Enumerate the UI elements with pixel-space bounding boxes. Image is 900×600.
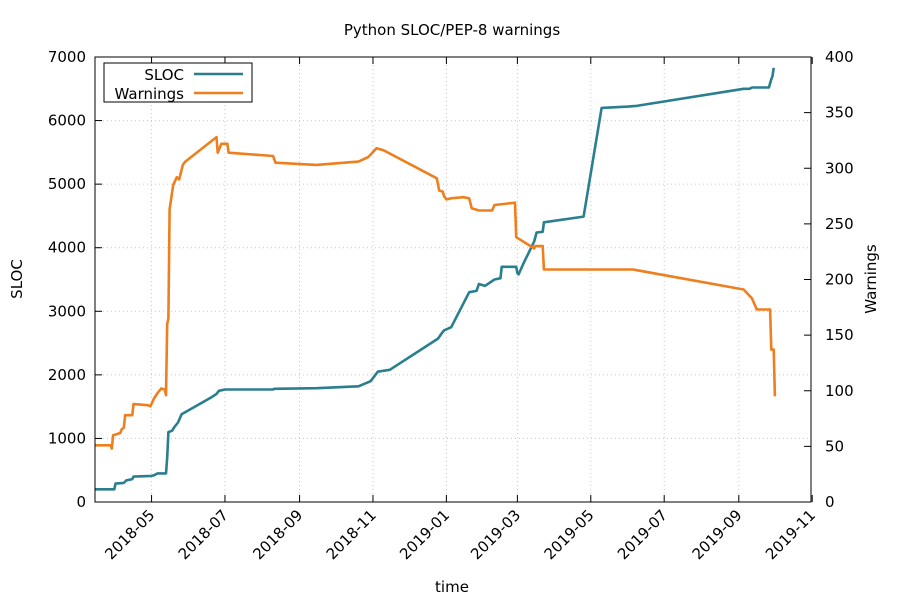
- legend: SLOC Warnings: [103, 62, 253, 103]
- legend-label-warnings: Warnings: [115, 85, 185, 103]
- x-tick-label: 2018-09: [249, 506, 306, 563]
- y-tick-label-left: 6000: [48, 112, 86, 130]
- series-line-warnings: [95, 135, 777, 450]
- y-tick-label-left: 5000: [48, 175, 86, 193]
- y-tick-label-right: 350: [825, 104, 854, 122]
- chart-title: Python SLOC/PEP-8 warnings: [344, 21, 560, 39]
- y-tick-label-left: 0: [76, 493, 86, 511]
- y-tick-label-left: 1000: [48, 429, 86, 447]
- y-tick-label-right: 100: [825, 382, 854, 400]
- series-line-sloc: [95, 67, 775, 491]
- y-tick-label-right: 0: [825, 493, 835, 511]
- y-tick-label-right: 150: [825, 326, 854, 344]
- y-tick-label-right: 50: [825, 437, 844, 455]
- y-axis-label-left: SLOC: [8, 259, 26, 299]
- legend-box: [103, 62, 253, 103]
- x-tick-label: 2018-05: [101, 506, 158, 563]
- y-tick-label-left: 4000: [48, 239, 86, 257]
- x-tick-label: 2019-05: [541, 506, 598, 563]
- x-tick-label: 2019-01: [396, 506, 453, 563]
- y-axis-label-right: Warnings: [862, 244, 880, 314]
- series-group: [95, 67, 777, 491]
- y-tick-label-left: 7000: [48, 48, 86, 66]
- x-tick-label: 2019-09: [689, 506, 746, 563]
- x-tick-label: 2019-11: [762, 506, 819, 563]
- y-tick-label-right: 300: [825, 159, 854, 177]
- x-tick-label: 2019-07: [614, 506, 671, 563]
- grid: [95, 57, 811, 502]
- x-tick-label: 2018-07: [175, 506, 232, 563]
- x-tick-label: 2019-03: [467, 506, 524, 563]
- y-tick-label-right: 200: [825, 271, 854, 289]
- y-tick-label-right: 400: [825, 48, 854, 66]
- y-tick-label-right: 250: [825, 215, 854, 233]
- x-axis-label: time: [435, 578, 469, 596]
- legend-label-sloc: SLOC: [144, 66, 184, 84]
- y-tick-label-left: 3000: [48, 302, 86, 320]
- plot-frame: [94, 56, 812, 503]
- x-tick-label: 2018-11: [323, 506, 380, 563]
- y-tick-label-left: 2000: [48, 366, 86, 384]
